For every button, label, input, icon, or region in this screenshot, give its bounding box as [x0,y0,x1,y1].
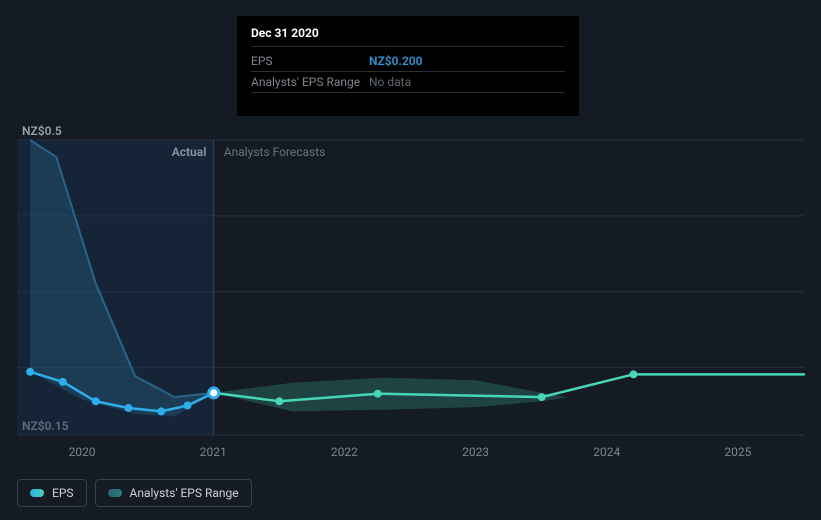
x-axis-label: 2025 [724,445,751,459]
eps-chart [0,0,821,520]
x-axis-label: 2023 [462,445,489,459]
x-axis-label: 2020 [69,445,96,459]
x-axis-label: 2024 [593,445,620,459]
x-axis-label: 2022 [331,445,358,459]
chart-legend: EPS Analysts' EPS Range [17,479,252,507]
legend-label: Analysts' EPS Range [130,486,239,500]
x-axis-label: 2021 [200,445,227,459]
legend-swatch [108,489,122,497]
legend-swatch [30,489,44,497]
legend-item[interactable]: Analysts' EPS Range [95,479,252,507]
legend-item[interactable]: EPS [17,479,87,507]
legend-label: EPS [52,486,74,500]
